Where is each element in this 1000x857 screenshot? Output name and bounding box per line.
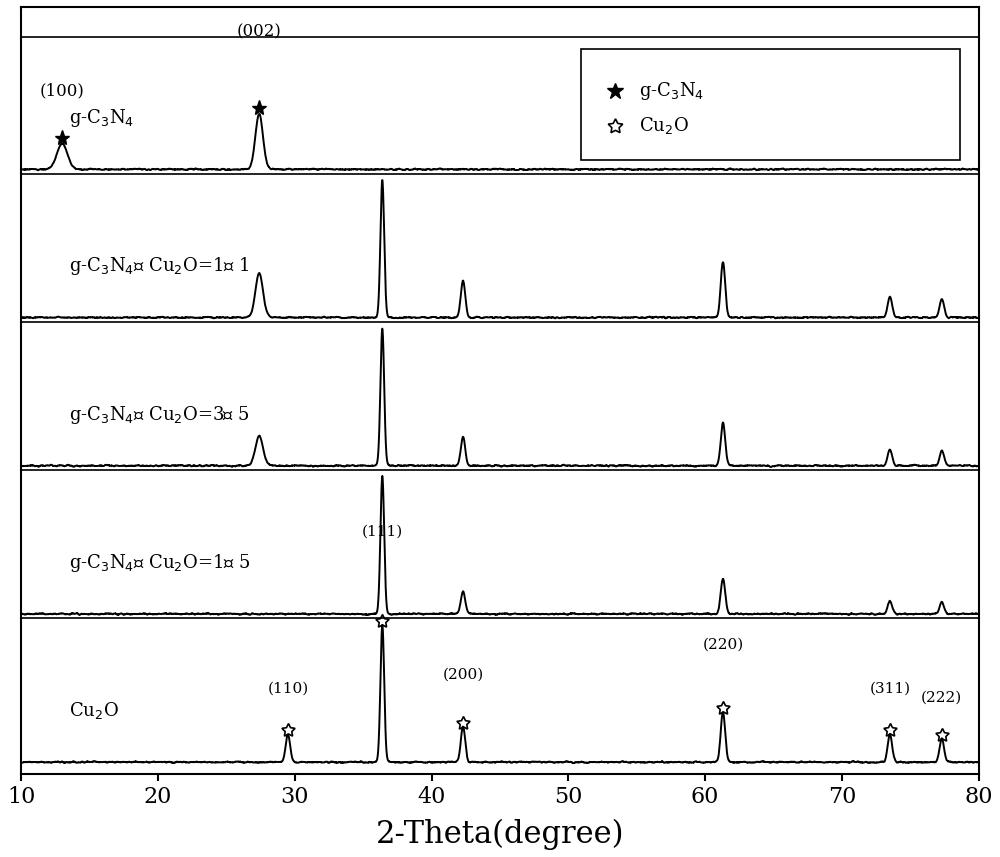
Text: (002): (002) <box>237 23 282 40</box>
Text: (100): (100) <box>40 82 85 99</box>
Text: (110): (110) <box>267 682 309 696</box>
Text: g-C$_3$N$_4$: g-C$_3$N$_4$ <box>69 107 134 129</box>
Text: (220): (220) <box>702 638 744 651</box>
Text: g-C$_3$N$_4$： Cu$_2$O=3： 5: g-C$_3$N$_4$： Cu$_2$O=3： 5 <box>69 404 250 426</box>
X-axis label: 2-Theta(degree): 2-Theta(degree) <box>376 818 624 850</box>
FancyBboxPatch shape <box>581 49 960 160</box>
Text: Cu$_2$O: Cu$_2$O <box>69 700 119 722</box>
Text: (111): (111) <box>362 525 403 539</box>
Text: g-C$_3$N$_4$: g-C$_3$N$_4$ <box>639 81 704 102</box>
Text: (222): (222) <box>921 691 962 705</box>
Text: g-C$_3$N$_4$： Cu$_2$O=1： 5: g-C$_3$N$_4$： Cu$_2$O=1： 5 <box>69 552 250 573</box>
Text: (311): (311) <box>869 682 910 696</box>
Text: Cu$_2$O: Cu$_2$O <box>639 116 689 136</box>
Text: g-C$_3$N$_4$： Cu$_2$O=1： 1: g-C$_3$N$_4$： Cu$_2$O=1： 1 <box>69 255 249 278</box>
Text: (200): (200) <box>442 668 484 681</box>
